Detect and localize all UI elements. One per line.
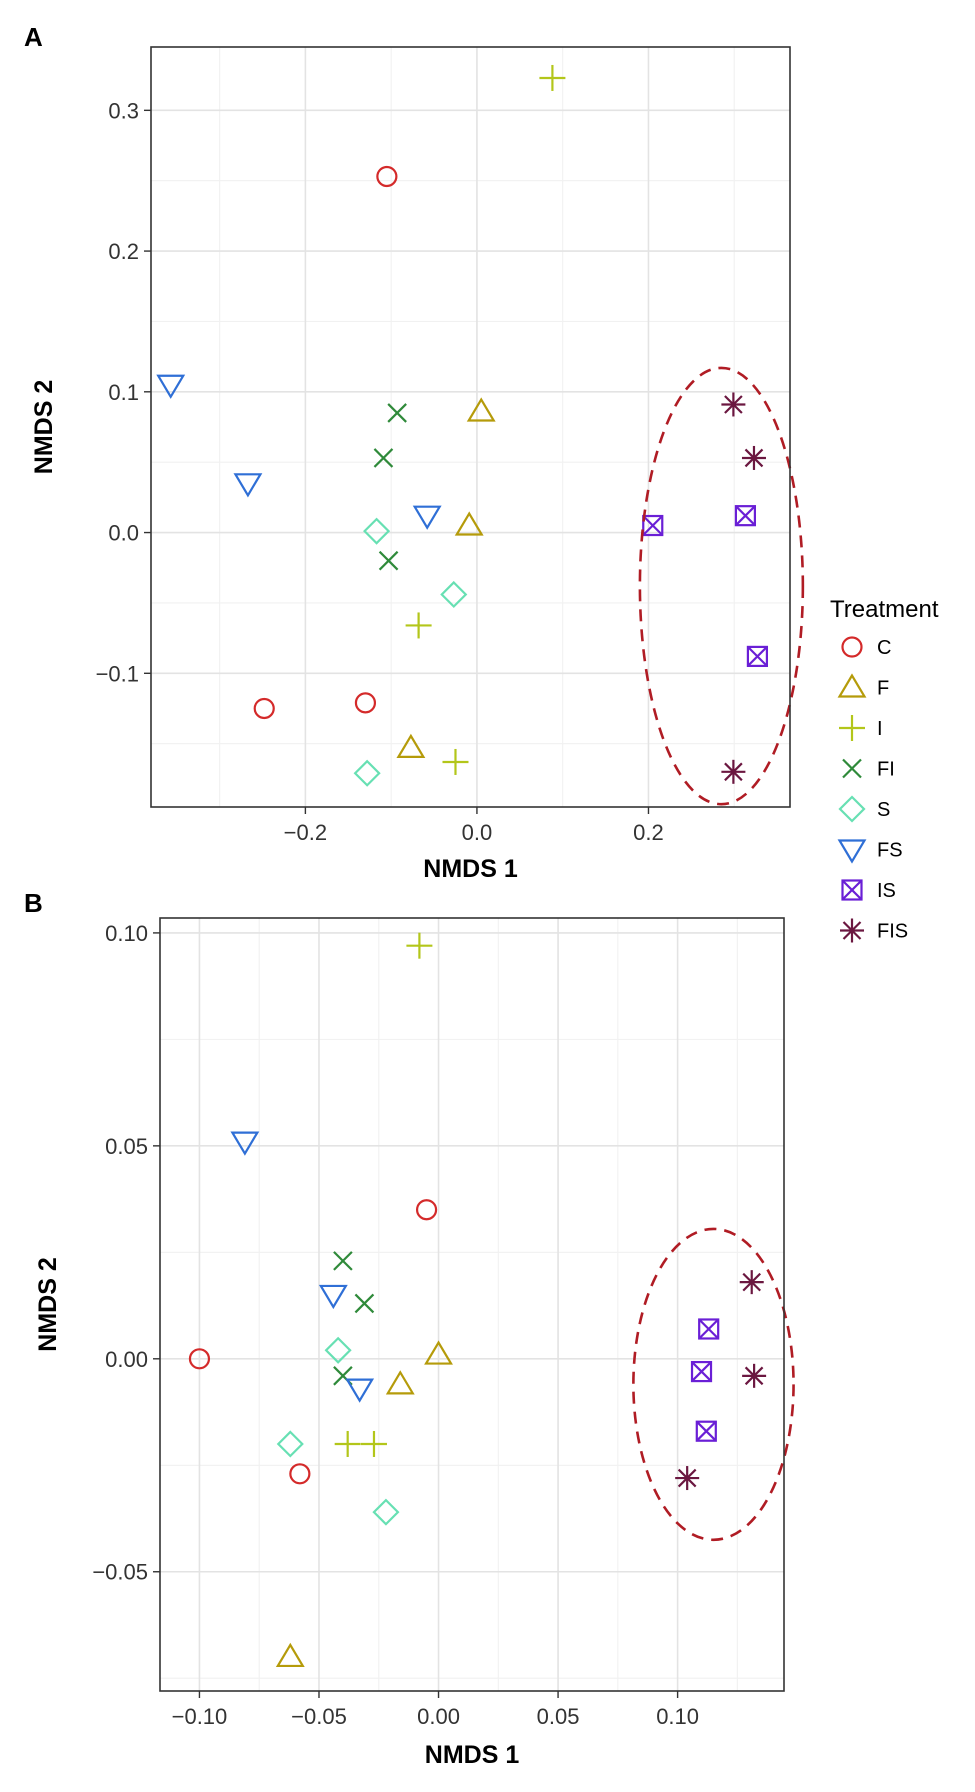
panel-b-point-c [415, 1199, 438, 1221]
panel-a-y-tick-label: 0.0 [108, 521, 139, 546]
panel-b-x-tick-label: 0.00 [417, 1704, 460, 1729]
panel-a-point-fs [156, 374, 186, 399]
panel-a-y-tick-label: 0.3 [108, 98, 139, 123]
panel-a-point-is [642, 514, 664, 537]
panel-b-cluster-ellipse [632, 1227, 795, 1542]
panel-b-x-tick-label: −0.10 [172, 1704, 228, 1729]
legend-label-s: S [877, 799, 890, 821]
panel-b-point-f [385, 1370, 415, 1395]
panel-b-point-fs [318, 1284, 348, 1310]
legend-key-is [841, 879, 863, 901]
panel-a-point-i [442, 748, 469, 775]
panel-a-point-is [746, 645, 769, 668]
panel-a-point-fi [373, 448, 394, 468]
panel-a-border [150, 46, 791, 808]
panel-b-nmds-plot: −0.10 −0.05 0.00 0.05 0.10 −0.05 0.00 0.05 0.10 B… [24, 888, 795, 1769]
panel-b-y-tick-label: 0.00 [105, 1347, 148, 1372]
panel-a-point-c [354, 692, 377, 714]
panel-b-point-is [690, 1360, 713, 1383]
panel-b-x-tick-label: 0.05 [537, 1704, 580, 1729]
panel-b-y-tick-label: −0.05 [92, 1560, 148, 1585]
panel-b-border [159, 917, 785, 1692]
panel-a-y-tick-label: 0.1 [108, 380, 139, 405]
panel-a-point-i [405, 612, 432, 639]
panel-a-point-fs [412, 505, 442, 530]
panel-b-point-is [698, 1318, 720, 1340]
legend-key-s [838, 795, 866, 823]
panel-b-x-tick-label: −0.05 [291, 1704, 347, 1729]
panel-a-cluster-ellipse [638, 366, 805, 806]
panel-a-point-s [440, 580, 468, 609]
legend-key-fis [840, 918, 864, 943]
panel-b-point-c [188, 1348, 211, 1370]
legend-label-f: F [877, 678, 889, 700]
legend-key-fi [842, 758, 862, 779]
panel-b-point-s [324, 1336, 352, 1364]
panel-b-point-s [372, 1498, 400, 1526]
panel-a-point-s [363, 517, 391, 545]
panel-a-point-is [734, 505, 756, 527]
panel-a-point-fi [378, 550, 399, 571]
panel-a-y-axis-title: NMDS 2 [30, 380, 58, 474]
legend-label-i: I [877, 718, 883, 740]
panel-a-point-fi [387, 403, 407, 423]
panel-b-point-fis [742, 1363, 767, 1388]
panel-b-point-i [406, 932, 433, 959]
panel-b-point-fi [333, 1251, 353, 1271]
panel-b-y-tick-label: 0.10 [105, 921, 148, 946]
legend-label-fs: FS [877, 840, 903, 862]
panel-a-point-i [539, 64, 566, 91]
legend-key-fs [837, 839, 867, 864]
panel-a-point-f [454, 511, 484, 536]
panel-a-point-s [353, 759, 381, 787]
panel-a-point-f [466, 397, 496, 422]
panel-a-x-tick-label: 0.2 [633, 820, 664, 845]
panel-b-point-fs [345, 1378, 375, 1403]
legend-key-f [837, 673, 867, 698]
legend-key-i [839, 715, 865, 741]
panel-a-point-fis [741, 445, 766, 470]
panel-b-label: B [24, 888, 43, 918]
legend-title: Treatment [830, 596, 939, 623]
panel-a-x-tick-label: 0.0 [462, 820, 493, 845]
panel-a-point-fis [721, 759, 746, 784]
panel-b-point-fi [354, 1293, 375, 1314]
legend-label-is: IS [877, 880, 896, 902]
panel-b-background [160, 918, 784, 1691]
legend-label-fis: FIS [877, 921, 908, 943]
panel-a-background [151, 47, 790, 807]
panel-a-point-c [253, 697, 275, 720]
panel-b-x-axis-title: NMDS 1 [425, 1741, 520, 1769]
panel-a-point-c [376, 165, 398, 188]
panel-b-point-is [695, 1420, 717, 1442]
panel-b-x-tick-label: 0.10 [656, 1704, 699, 1729]
panel-b-point-f [424, 1340, 453, 1365]
panel-b-point-fs [230, 1131, 260, 1156]
legend-label-c: C [877, 637, 891, 659]
panel-a-point-fs [233, 473, 263, 498]
panel-b-point-i [360, 1430, 387, 1457]
panel-a-point-fis [721, 392, 746, 417]
panel-a-y-tick-label: 0.2 [108, 239, 139, 264]
panel-b-y-tick-label: 0.05 [105, 1134, 148, 1159]
panel-a-point-f [396, 733, 426, 758]
panel-b-point-s [276, 1430, 304, 1458]
panel-a-label: A [24, 22, 43, 52]
panel-b-point-c [289, 1463, 311, 1485]
panel-b-y-axis-title: NMDS 2 [34, 1257, 62, 1351]
panel-b-point-fis [739, 1270, 764, 1295]
panel-a-nmds-plot: −0.2 0.0 0.2 −0.1 0.0 0.1 0.2 0.3 A NMDS 1 NMDS 2 [24, 22, 805, 883]
panel-b-point-fis [675, 1466, 700, 1491]
legend-key-c [841, 636, 863, 658]
panel-b-point-i [334, 1430, 361, 1457]
panel-a-x-axis-title: NMDS 1 [423, 855, 518, 883]
panel-a-y-tick-label: −0.1 [96, 661, 139, 686]
panel-b-point-f [275, 1642, 305, 1668]
panel-a-x-tick-label: −0.2 [284, 820, 327, 845]
legend-label-fi: FI [877, 759, 895, 781]
